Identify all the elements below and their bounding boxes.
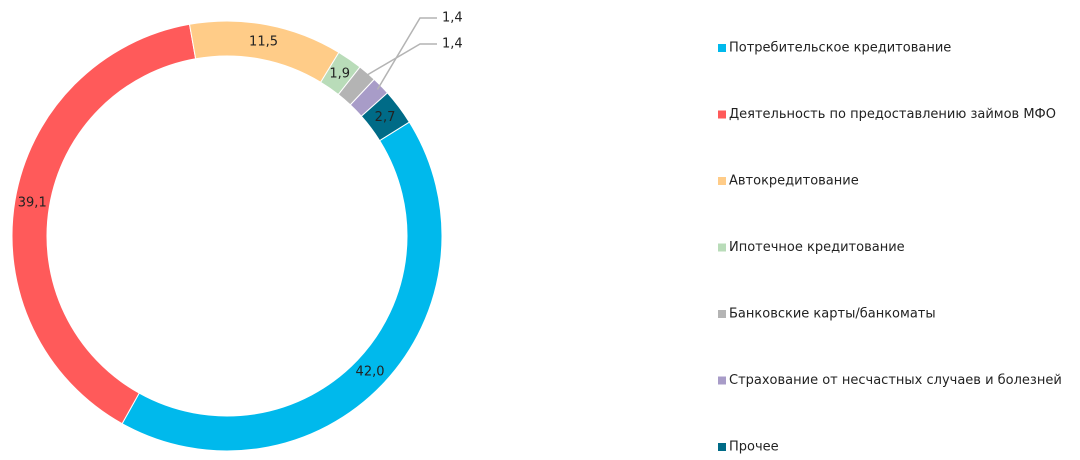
data-label: 11,5 bbox=[249, 34, 278, 49]
data-label: 1,9 bbox=[329, 66, 350, 81]
data-label: 42,0 bbox=[356, 365, 385, 380]
legend-label: Потребительское кредитование bbox=[729, 41, 951, 56]
legend-swatch bbox=[718, 44, 726, 52]
legend-swatch bbox=[718, 310, 726, 318]
data-label: 2,7 bbox=[375, 110, 396, 125]
legend-swatch bbox=[718, 443, 726, 451]
legend-label: Ипотечное кредитование bbox=[729, 240, 905, 255]
legend-label: Деятельность по предоставлению займов МФ… bbox=[729, 107, 1056, 122]
donut-segment bbox=[188, 20, 340, 83]
data-label: 39,1 bbox=[18, 196, 47, 211]
data-label: 1,4 bbox=[442, 11, 463, 26]
legend-swatch bbox=[718, 110, 726, 119]
legend-swatch bbox=[718, 243, 726, 252]
donut-segment bbox=[360, 92, 411, 142]
data-label: 1,4 bbox=[442, 37, 463, 52]
legend-label: Автокредитование bbox=[729, 174, 859, 189]
leader-line bbox=[363, 43, 437, 78]
legend-swatch bbox=[718, 376, 726, 385]
legend-label: Банковские карты/банкоматы bbox=[729, 307, 936, 322]
donut-segment bbox=[11, 23, 197, 425]
donut-segment bbox=[121, 121, 443, 452]
leader-line bbox=[376, 17, 437, 90]
legend-label: Прочее bbox=[729, 440, 779, 455]
legend-label: Страхование от несчастных случаев и боле… bbox=[729, 373, 1062, 388]
legend-swatch bbox=[718, 177, 726, 185]
